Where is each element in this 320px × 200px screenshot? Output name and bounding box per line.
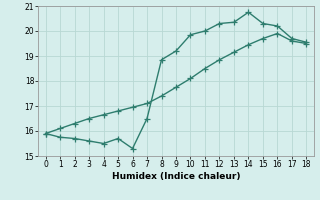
X-axis label: Humidex (Indice chaleur): Humidex (Indice chaleur) (112, 172, 240, 181)
